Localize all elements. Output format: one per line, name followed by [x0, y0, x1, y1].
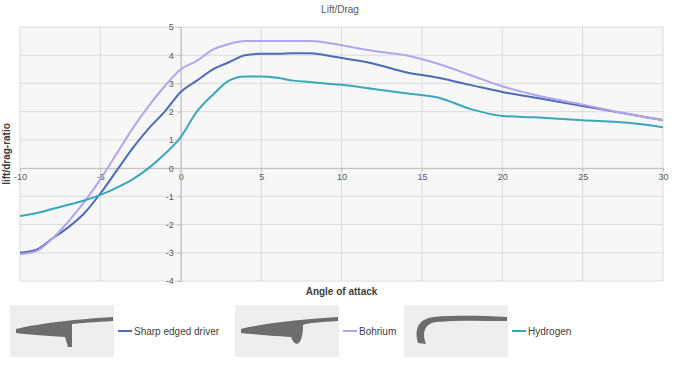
y-axis-title: lift/drag-ratio: [1, 123, 12, 185]
x-axis-title: Angle of attack: [306, 286, 378, 297]
tick-label: 15: [417, 173, 427, 183]
grid-line: [20, 224, 663, 225]
tick-mark: [20, 168, 21, 171]
tick-label: 2: [169, 107, 174, 117]
grid: [20, 27, 663, 281]
legend-item: Bohrium: [235, 305, 396, 357]
tick: 15: [417, 168, 427, 182]
grid-line: [421, 27, 422, 281]
tick: 0: [169, 163, 181, 173]
tick: 4: [169, 51, 181, 61]
tick-label: -2: [166, 220, 174, 230]
axis-line: [178, 28, 182, 282]
series-line: [20, 41, 663, 254]
grid-line: [100, 27, 101, 281]
airfoil-icon: [417, 316, 507, 344]
grid-line: [20, 111, 663, 112]
grid-line: [20, 55, 663, 56]
tick-mark: [502, 168, 503, 171]
tick-mark: [178, 196, 181, 197]
grid-line: [20, 27, 663, 28]
legend-icon-bg: [235, 305, 339, 357]
tick-label: 30: [658, 173, 668, 183]
series-line: [20, 76, 663, 216]
legend-swatch: [343, 330, 357, 332]
legend-label: Sharp edged driver: [134, 326, 220, 337]
legend-swatch: [118, 330, 132, 332]
y-axis: -4-3-2-1012345: [166, 22, 182, 286]
tick-mark: [178, 281, 181, 282]
grid-line: [20, 27, 21, 281]
legend-swatch: [512, 330, 526, 332]
tick: 5: [259, 168, 264, 182]
title: Lift/Drag: [321, 4, 359, 15]
tick-label: 4: [169, 51, 174, 61]
tick-mark: [178, 168, 181, 169]
tick: -1: [166, 192, 181, 202]
tick-mark: [342, 168, 343, 171]
legend: Sharp edged driver Bohrium Hydrogen: [10, 305, 571, 357]
tick-mark: [422, 168, 423, 171]
legend-item: Sharp edged driver: [10, 305, 220, 357]
tick-mark: [663, 168, 664, 171]
tick-mark: [261, 168, 262, 171]
tick-mark: [583, 168, 584, 171]
grid-line: [20, 281, 663, 282]
tick: 5: [169, 22, 181, 32]
tick-label: 1: [169, 135, 174, 145]
tick: -3: [166, 248, 181, 258]
tick-mark: [178, 55, 181, 56]
grid-line: [502, 27, 503, 281]
tick-label: 25: [578, 173, 588, 183]
grid-line: [663, 27, 664, 281]
grid-line: [20, 196, 663, 197]
tick: -2: [166, 220, 181, 230]
legend-item: Hydrogen: [404, 305, 571, 357]
grid-line: [20, 139, 663, 140]
tick-label: 5: [259, 173, 264, 183]
tick-label: 20: [498, 173, 508, 183]
legend-label: Bohrium: [359, 326, 396, 337]
tick-mark: [100, 168, 101, 171]
tick-mark: [178, 27, 181, 28]
tick: 2: [169, 107, 181, 117]
tick-label: -3: [166, 248, 174, 258]
series-lines: [20, 41, 663, 254]
tick-label: 0: [169, 163, 174, 173]
tick-mark: [178, 83, 181, 84]
tick-mark: [178, 253, 181, 254]
tick: 10: [337, 168, 347, 182]
tick: -10: [14, 168, 27, 182]
tick-label: 5: [169, 22, 174, 32]
tick-mark: [178, 112, 181, 113]
tick: -4: [166, 276, 181, 286]
grid-line: [20, 252, 663, 253]
tick-label: -1: [166, 192, 174, 202]
tick-label: -4: [166, 276, 174, 286]
grid-line: [341, 27, 342, 281]
grid-line: [582, 27, 583, 281]
tick-mark: [178, 225, 181, 226]
tick: 25: [578, 168, 588, 182]
grid-line: [261, 27, 262, 281]
grid-line: [20, 83, 663, 84]
legend-icon-bg: [404, 305, 508, 357]
chart: -10-5051015202530-4-3-2-1012345Lift/Drag…: [0, 0, 680, 367]
tick-label: -10: [14, 173, 27, 183]
airfoil-icon: [16, 317, 113, 347]
tick: 20: [498, 168, 508, 182]
legend-icon-bg: [10, 305, 114, 357]
plot-area: [20, 27, 663, 281]
tick: 30: [658, 168, 668, 182]
legend-label: Hydrogen: [528, 326, 571, 337]
airfoil-icon: [241, 317, 338, 344]
tick-label: 10: [337, 173, 347, 183]
